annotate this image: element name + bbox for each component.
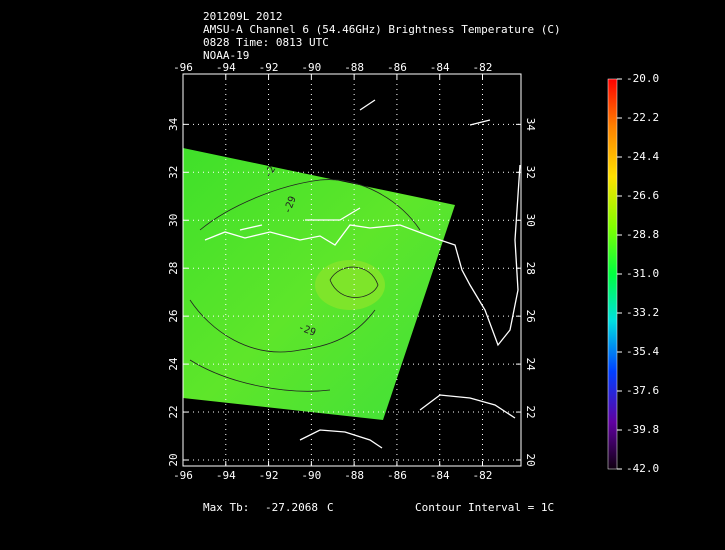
x-tick-label: -84 [430,469,450,482]
x-tick-label: -96 [173,61,193,74]
x-tick-label: -92 [259,469,279,482]
contour-label: -2 [263,164,279,180]
max-value: -27.2068 [265,501,318,514]
y-tick-label: 28 [524,262,537,275]
colorbar [607,78,618,470]
colorbar-label: -22.2 [626,111,659,124]
colorbar-label: -35.4 [626,345,659,358]
x-tick-label: -94 [216,469,236,482]
y-tick-label: 26 [524,310,537,323]
contour-line [189,179,421,392]
x-tick-label: -86 [387,61,407,74]
header: 201209L 2012 AMSU-A Channel 6 (54.46GHz)… [203,10,561,62]
y-tick-label: 24 [167,357,180,371]
x-tick-label: -90 [301,469,321,482]
y-tick-label: 32 [524,166,537,179]
x-tick-label: -86 [387,469,407,482]
x-tick-label: -88 [344,61,364,74]
y-tick-label: 34 [167,117,180,131]
x-tick-label: -88 [344,469,364,482]
colorbar-label: -28.8 [626,228,659,241]
x-tick-label: -96 [173,469,193,482]
y-tick-label: 20 [167,453,180,466]
x-tick-label: -94 [216,61,236,74]
x-tick-label: -84 [430,61,450,74]
y-tick-label: 34 [524,118,537,132]
y-tick-label: 20 [524,453,537,466]
x-tick-label: -90 [301,61,321,74]
header-line: NOAA-19 [203,49,249,62]
y-tick-label: 26 [167,310,180,323]
footer: Max Tb: -27.2068 C Contour Interval = 1C [203,501,554,514]
x-tick-label: -92 [259,61,279,74]
header-line: AMSU-A Channel 6 (54.46GHz) Brightness T… [203,23,561,36]
colorbar-label: -42.0 [626,462,659,475]
y-tick-label: 22 [167,405,180,418]
warm-core [315,260,385,310]
y-tick-label: 22 [524,405,537,418]
colorbar-label: -20.0 [626,72,659,85]
max-unit: C [327,501,334,514]
colorbar-label: -31.0 [626,267,659,280]
header-line: 201209L 2012 [203,10,282,23]
y-tick-label: 30 [167,214,180,227]
colorbar-label: -37.6 [626,384,659,397]
colorbar-label: -26.6 [626,189,659,202]
header-line: 0828 Time: 0813 UTC [203,36,329,49]
map [182,73,522,467]
x-tick-label: -82 [473,469,493,482]
colorbar-label: -39.8 [626,423,659,436]
y-tick-label: 32 [167,166,180,179]
colorbar-label: -24.4 [626,150,659,163]
contour-interval: Contour Interval = 1C [415,501,554,514]
colorbar-label: -33.2 [626,306,659,319]
y-tick-label: 24 [524,357,537,371]
max-label: Max Tb: [203,501,249,514]
x-tick-label: -82 [473,61,493,74]
y-tick-label: 28 [167,262,180,275]
coastline [204,99,521,449]
y-tick-label: 30 [524,214,537,227]
